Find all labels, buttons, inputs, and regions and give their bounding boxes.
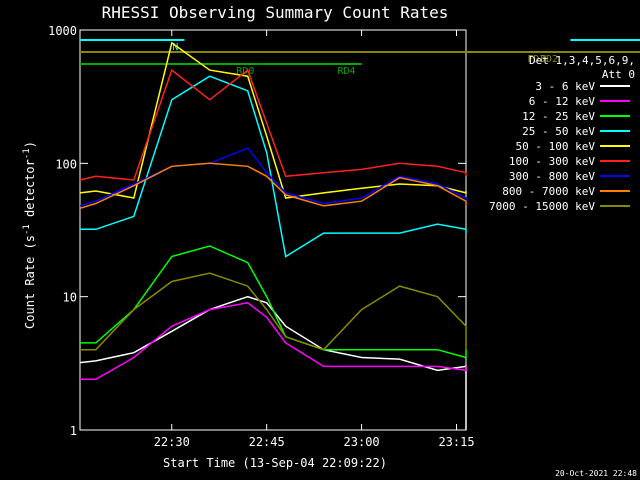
legend-entry: 300 - 800 keV xyxy=(509,170,595,183)
legend-entry: 12 - 25 keV xyxy=(522,110,595,123)
y-axis-label-mid: detector xyxy=(23,159,37,224)
x-axis-ticks: 22:30 22:45 23:00 23:15 xyxy=(154,30,475,449)
legend-entry: 25 - 50 keV xyxy=(522,125,595,138)
x-axis-label: Start Time (13-Sep-04 22:09:22) xyxy=(163,456,387,470)
legend-entry: 3 - 6 keV xyxy=(535,80,595,93)
legend: 3 - 6 keV 6 - 12 keV 12 - 25 keV 25 - 50 ke… xyxy=(489,80,630,213)
legend-header-1: Det 1,3,4,5,6,9, xyxy=(529,54,635,67)
x-tick-label: 22:45 xyxy=(249,435,285,449)
legend-entry: 7000 - 15000 keV xyxy=(489,200,595,213)
series-line xyxy=(79,41,467,199)
y-tick-label: 1000 xyxy=(48,24,77,38)
timestamp: 20-Oct-2021 22:48 xyxy=(555,469,637,478)
legend-entry: 800 - 7000 keV xyxy=(502,185,595,198)
legend-entry: 6 - 12 keV xyxy=(529,95,596,108)
legend-entry: 50 - 100 keV xyxy=(516,140,596,153)
y-axis-ticks: 1 10 100 1000 xyxy=(48,24,466,438)
y-axis-label-end: ) xyxy=(23,141,37,148)
x-tick-label: 23:00 xyxy=(344,435,380,449)
y-axis-label: Count Rate (s-1 detector-1) xyxy=(22,141,37,329)
series-line xyxy=(80,272,467,351)
y-axis-label-main: Count Rate (s xyxy=(23,235,37,329)
state-bar-label: FD2 xyxy=(540,54,558,65)
series-line xyxy=(80,245,467,359)
y-axis-label-exp2: -1 xyxy=(22,148,32,159)
series-layer xyxy=(79,41,467,430)
state-bar-label: RD4 xyxy=(338,66,356,77)
x-tick-label: 23:15 xyxy=(438,435,474,449)
series-line xyxy=(80,75,467,258)
plot-frame xyxy=(79,29,467,431)
x-tick-label: 22:30 xyxy=(154,435,190,449)
y-tick-label: 1 xyxy=(70,424,77,438)
series-line xyxy=(79,162,467,210)
y-tick-label: 100 xyxy=(55,157,77,171)
legend-entry: 100 - 300 keV xyxy=(509,155,595,168)
series-line xyxy=(79,295,467,430)
series-line xyxy=(79,147,467,207)
series-line xyxy=(79,68,467,181)
y-axis-label-exp1: -1 xyxy=(22,224,32,235)
state-bar-label: FD3 xyxy=(527,54,545,65)
chart-title: RHESSI Observing Summary Count Rates xyxy=(102,3,449,22)
state-bar-label: N xyxy=(172,42,178,53)
y-tick-label: 10 xyxy=(63,291,77,305)
legend-header-2: Att 0 xyxy=(602,68,635,81)
series-line xyxy=(80,302,467,381)
